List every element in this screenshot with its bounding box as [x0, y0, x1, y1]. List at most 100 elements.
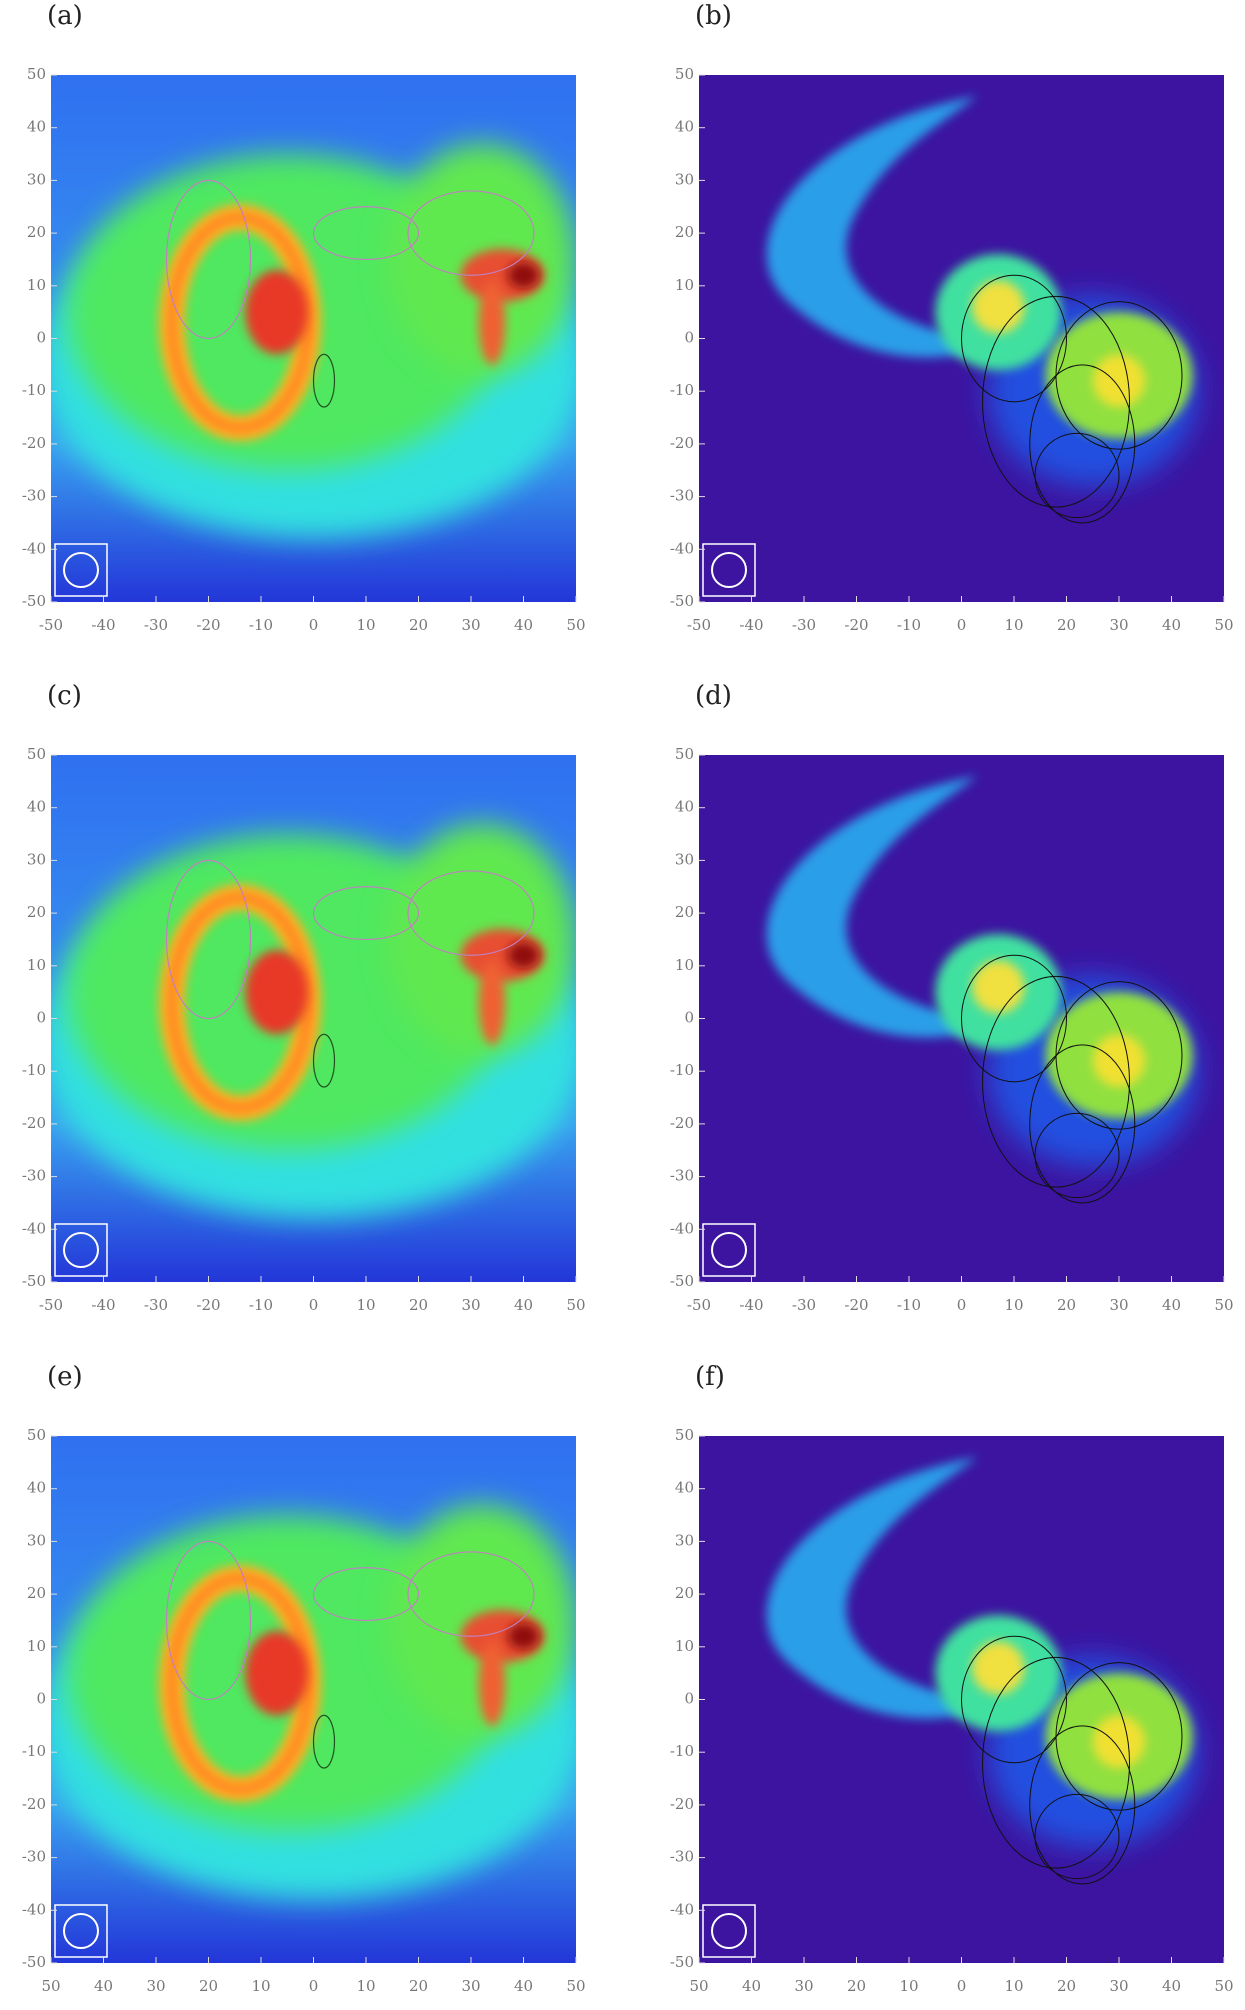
y-tick-label: -30 [22, 487, 46, 505]
x-tick-label: -20 [844, 616, 868, 634]
contour [961, 1635, 1067, 1764]
spiral-arm [168, 894, 312, 1112]
y-tick-label: 50 [27, 65, 46, 83]
y-tick-label: 50 [675, 65, 694, 83]
y-tick-label: 10 [675, 1637, 694, 1655]
x-tick-label: 20 [1057, 1296, 1076, 1314]
y-tick-label: 20 [27, 1584, 46, 1602]
y-tick-label: 10 [675, 956, 694, 974]
contour [165, 859, 252, 1020]
x-tick-label: -30 [144, 616, 168, 634]
contour [961, 274, 1067, 403]
contour [1034, 432, 1120, 519]
yellow-core [1092, 354, 1146, 408]
x-tick-label: -50 [39, 1296, 63, 1314]
hot-region [460, 248, 545, 302]
x-tick-label: 30 [1109, 616, 1128, 634]
x-tick-label: 30 [461, 616, 480, 634]
y-tick-label: 10 [27, 276, 46, 294]
beam-box [54, 1223, 108, 1277]
x-tick-label: 0 [309, 1296, 319, 1314]
image-panel [699, 755, 1224, 1282]
beam-box [702, 543, 756, 597]
contour [312, 206, 420, 261]
y-tick-label: 50 [675, 745, 694, 763]
x-tick-label: 30 [794, 1977, 813, 1995]
y-tick-label: -20 [670, 1114, 694, 1132]
x-tick-label: -10 [897, 616, 921, 634]
core [245, 949, 309, 1035]
y-tick-label: -30 [22, 1167, 46, 1185]
y-tick-label: -40 [22, 539, 46, 557]
beam [711, 552, 747, 588]
x-tick-label: -20 [196, 1296, 220, 1314]
crescent [766, 1457, 999, 1719]
y-tick-label: -10 [670, 1061, 694, 1079]
x-tick-label: -20 [196, 616, 220, 634]
contour [407, 1551, 535, 1637]
y-tick-label: 40 [27, 118, 46, 136]
x-tick-label: 50 [566, 1977, 585, 1995]
dark-spot [507, 1623, 540, 1650]
y-tick-label: -50 [670, 592, 694, 610]
x-tick-label: 30 [1109, 1296, 1128, 1314]
y-tick-label: 20 [27, 903, 46, 921]
image-panel [51, 755, 576, 1282]
x-tick-label: 50 [566, 616, 585, 634]
x-tick-label: 40 [514, 616, 533, 634]
x-tick-label: 50 [41, 1977, 60, 1995]
beam [711, 1913, 747, 1949]
y-tick-label: -30 [670, 1167, 694, 1185]
x-tick-label: 40 [514, 1296, 533, 1314]
x-tick-label: 0 [957, 1977, 967, 1995]
y-tick-label: -40 [670, 539, 694, 557]
y-tick-label: -20 [670, 1795, 694, 1813]
y-tick-label: 0 [36, 1690, 46, 1708]
y-tick-label: 0 [684, 1690, 694, 1708]
y-tick-label: -10 [22, 1742, 46, 1760]
x-tick-label: -40 [739, 1296, 763, 1314]
yellow-core [972, 960, 1025, 1014]
contour [1055, 301, 1183, 450]
contour [961, 954, 1067, 1083]
y-tick-label: 20 [675, 1584, 694, 1602]
yellow-core [972, 280, 1025, 334]
x-tick-label: -50 [687, 616, 711, 634]
y-tick-label: 50 [27, 745, 46, 763]
x-tick-label: -40 [91, 1296, 115, 1314]
contour [312, 886, 420, 941]
x-tick-label: 10 [356, 1296, 375, 1314]
y-tick-label: 0 [684, 1009, 694, 1027]
panel-label: (f) [695, 1362, 725, 1392]
y-tick-label: 30 [27, 1531, 46, 1549]
dark-spot [507, 942, 540, 969]
x-tick-label: 30 [461, 1977, 480, 1995]
x-tick-label: -30 [144, 1296, 168, 1314]
y-tick-label: -20 [22, 1114, 46, 1132]
beam [63, 1232, 99, 1268]
beam-box [54, 543, 108, 597]
y-tick-label: 0 [36, 329, 46, 347]
y-tick-label: -10 [670, 1742, 694, 1760]
panel-label: (e) [47, 1362, 83, 1392]
x-tick-label: 10 [899, 1977, 918, 1995]
core [245, 1630, 309, 1716]
y-tick-label: 40 [27, 798, 46, 816]
contour [165, 1540, 252, 1701]
x-tick-label: 0 [957, 1296, 967, 1314]
x-tick-label: -50 [39, 616, 63, 634]
x-tick-label: 50 [689, 1977, 708, 1995]
contour [312, 1714, 336, 1769]
y-tick-label: 40 [675, 798, 694, 816]
y-tick-label: 20 [27, 223, 46, 241]
contour [1034, 1793, 1120, 1880]
spiral-arm [168, 214, 312, 432]
contour [407, 870, 535, 956]
x-tick-label: -40 [91, 616, 115, 634]
beam-box [702, 1223, 756, 1277]
contour [1029, 364, 1136, 524]
x-tick-label: 20 [1057, 616, 1076, 634]
x-tick-label: 40 [94, 1977, 113, 1995]
x-tick-label: 30 [146, 1977, 165, 1995]
